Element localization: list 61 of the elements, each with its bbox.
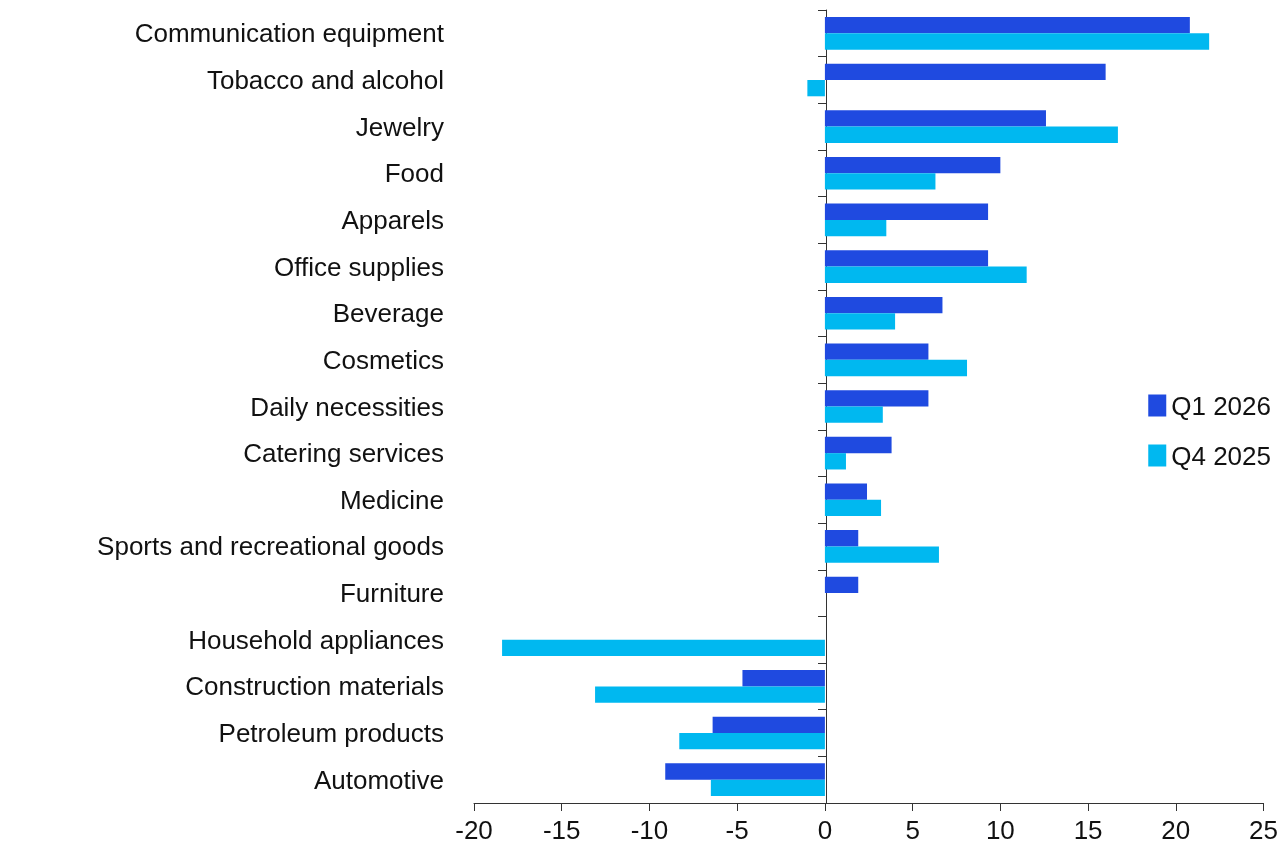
x-tick-label: 10	[985, 815, 1015, 845]
y-tick-label: Sports and recreational goods	[97, 531, 444, 562]
bar	[502, 639, 825, 657]
x-tick-label: 5	[905, 815, 920, 845]
y-tick-label: Jewelry	[355, 111, 444, 142]
bar	[824, 406, 883, 423]
bar	[824, 546, 939, 563]
y-tick-label: Food	[384, 158, 444, 189]
y-tick-label: Medicine	[339, 484, 444, 515]
bar	[824, 63, 1106, 80]
bar	[824, 576, 859, 594]
bar	[679, 733, 825, 750]
bar	[824, 343, 929, 360]
y-tick-label: Communication equipment	[134, 18, 445, 49]
y-tick-label: Daily necessities	[250, 391, 444, 422]
bar	[824, 483, 868, 500]
bar	[595, 686, 825, 703]
bar	[824, 17, 1190, 34]
bar	[824, 266, 1027, 283]
y-tick-label: Furniture	[339, 578, 444, 609]
x-tick-label: 15	[1073, 815, 1103, 845]
bar	[807, 79, 825, 97]
bar	[824, 359, 968, 377]
bar	[824, 499, 882, 517]
bar	[824, 390, 929, 407]
bar	[824, 250, 989, 267]
x-tick-label: 20	[1161, 815, 1191, 845]
bar	[824, 156, 1001, 174]
legend-label: Q4 2025	[1171, 440, 1271, 471]
x-tick-label: -15	[542, 815, 581, 845]
bar	[824, 33, 1210, 50]
x-tick-label: -5	[725, 815, 749, 845]
bar	[824, 110, 1046, 127]
y-tick-label: Office supplies	[273, 251, 444, 282]
bar	[824, 126, 1118, 143]
y-tick-label: Tobacco and alcohol	[206, 64, 444, 95]
bar	[824, 219, 887, 237]
x-tick-label: -20	[455, 815, 493, 845]
bar	[665, 763, 825, 780]
y-tick-label: Construction materials	[185, 671, 444, 702]
bar	[824, 313, 896, 330]
bar	[824, 173, 936, 190]
y-tick-label: Beverage	[332, 298, 444, 329]
y-tick-label: Household appliances	[188, 624, 444, 655]
x-tick-label: 0	[817, 815, 833, 845]
bar	[824, 296, 943, 314]
x-tick-label: 25	[1249, 815, 1278, 845]
legend-label: Q1 2026	[1171, 390, 1271, 421]
y-tick-label: Apparels	[341, 204, 444, 235]
bar	[824, 436, 892, 454]
bar	[712, 716, 825, 734]
bar	[824, 203, 989, 220]
bar	[710, 779, 825, 796]
y-tick-label: Catering services	[243, 438, 444, 469]
x-tick-label: -10	[630, 815, 669, 845]
bar	[824, 530, 859, 547]
y-tick-label: Petroleum products	[218, 718, 444, 749]
bar	[824, 453, 846, 470]
bar	[742, 670, 825, 687]
y-tick-label: Automotive	[313, 764, 444, 795]
y-tick-label: Cosmetics	[322, 344, 444, 375]
